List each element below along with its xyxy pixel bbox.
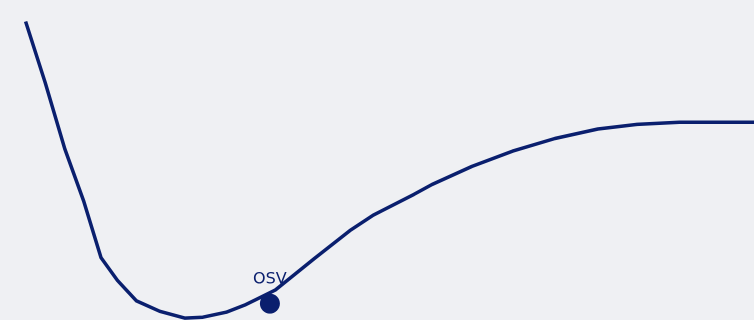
series-line: [23, 20, 754, 320]
highlight-point-label: OSV: [253, 269, 287, 288]
highlight-point-marker: [259, 293, 280, 314]
